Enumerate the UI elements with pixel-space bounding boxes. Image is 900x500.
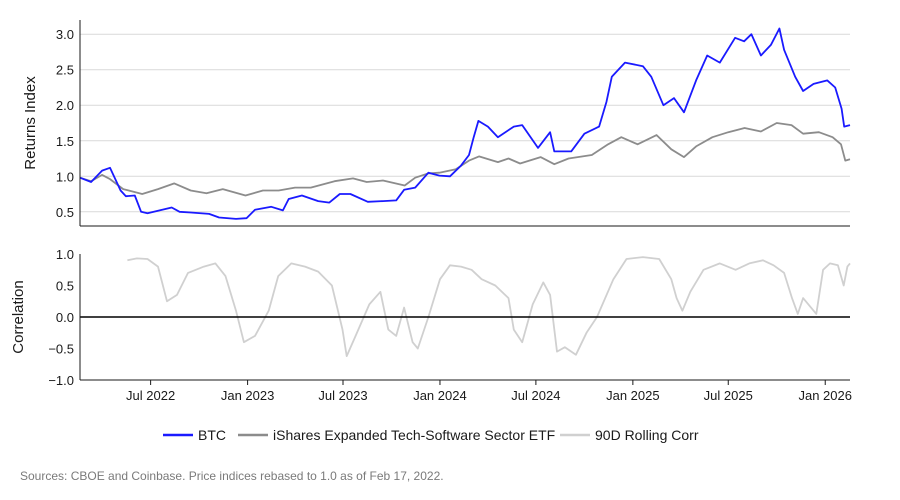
x-tick-label: Jul 2024 [511,388,560,403]
legend-label-btc: BTC [198,427,226,443]
correlation-y-tick-label: −0.5 [48,342,74,357]
legend-item-btc: BTC [163,427,226,443]
correlation-y-tick-label: 0.0 [56,310,74,325]
legend-label-corr: 90D Rolling Corr [595,427,699,443]
x-tick-label: Jul 2023 [318,388,367,403]
legend-item-etf: iShares Expanded Tech-Software Sector ET… [238,427,555,443]
returns-y-axis-title: Returns Index [22,76,39,170]
returns-panel: 0.5 1.0 1.5 2.0 2.5 3.0 Returns Index [22,20,851,227]
x-tick-label: Jan 2025 [606,388,660,403]
x-tick-label: Jan 2024 [413,388,467,403]
legend: BTC iShares Expanded Tech-Software Secto… [163,427,699,443]
series-line-etf [79,122,851,197]
returns-y-tick-labels: 0.5 1.0 1.5 2.0 2.5 3.0 [56,27,74,220]
returns-y-tick-label: 1.0 [56,169,74,184]
correlation-y-tick-label: −1.0 [48,373,74,388]
correlation-series [127,256,851,357]
correlation-panel: −1.0 −0.5 0.0 0.5 1.0 Correlation Jul 2022 Ja… [10,247,852,403]
x-tick-label: Jul 2025 [704,388,753,403]
legend-item-corr: 90D Rolling Corr [560,427,699,443]
series-line-btc [79,27,851,220]
x-tick-label: Jan 2023 [221,388,275,403]
correlation-y-tick-label: 0.5 [56,279,74,294]
legend-label-etf: iShares Expanded Tech-Software Sector ET… [273,427,555,443]
x-tick-labels: Jul 2022 Jan 2023 Jul 2023 Jan 2024 Jul 2024… [126,380,852,403]
returns-series [79,27,851,220]
returns-y-tick-label: 0.5 [56,205,74,220]
returns-y-tick-label: 2.0 [56,98,74,113]
returns-y-tick-label: 3.0 [56,27,74,42]
correlation-y-tick-labels: −1.0 −0.5 0.0 0.5 1.0 [48,247,74,388]
series-line-corr [127,256,851,357]
source-note: Sources: CBOE and Coinbase. Price indice… [20,469,444,483]
x-tick-label: Jul 2022 [126,388,175,403]
correlation-y-tick-label: 1.0 [56,247,74,262]
correlation-y-axis-title: Correlation [10,280,27,353]
x-tick-label: Jan 2026 [798,388,852,403]
returns-y-tick-label: 2.5 [56,63,74,78]
returns-y-tick-label: 1.5 [56,134,74,149]
returns-gridlines [80,33,850,213]
